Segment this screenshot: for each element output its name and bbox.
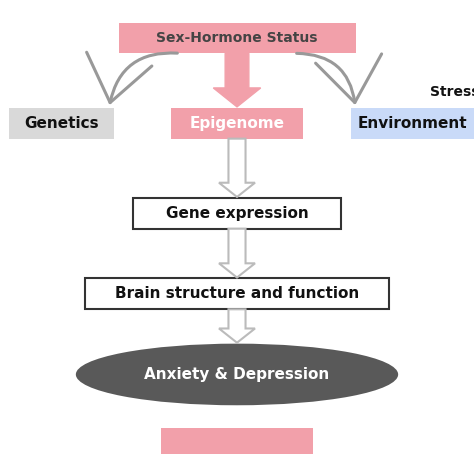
Text: Anxiety & Depression: Anxiety & Depression (145, 367, 329, 382)
FancyBboxPatch shape (161, 428, 313, 454)
Text: Stress: Stress (430, 85, 474, 100)
Polygon shape (219, 138, 255, 197)
Text: Brain structure and function: Brain structure and function (115, 286, 359, 301)
Ellipse shape (76, 344, 398, 405)
FancyBboxPatch shape (9, 108, 114, 138)
Polygon shape (219, 310, 255, 343)
FancyBboxPatch shape (85, 279, 389, 310)
Text: Environment: Environment (357, 116, 467, 131)
Polygon shape (213, 54, 261, 107)
Text: Epigenome: Epigenome (190, 116, 284, 131)
FancyBboxPatch shape (118, 22, 356, 54)
Text: Sex-Hormone Status: Sex-Hormone Status (156, 31, 318, 45)
FancyArrowPatch shape (87, 52, 177, 102)
Text: Gene expression: Gene expression (165, 206, 309, 221)
FancyBboxPatch shape (351, 108, 474, 138)
Polygon shape (219, 228, 255, 278)
Text: Genetics: Genetics (24, 116, 99, 131)
FancyArrowPatch shape (297, 54, 382, 102)
FancyBboxPatch shape (133, 198, 341, 228)
FancyBboxPatch shape (171, 108, 303, 138)
